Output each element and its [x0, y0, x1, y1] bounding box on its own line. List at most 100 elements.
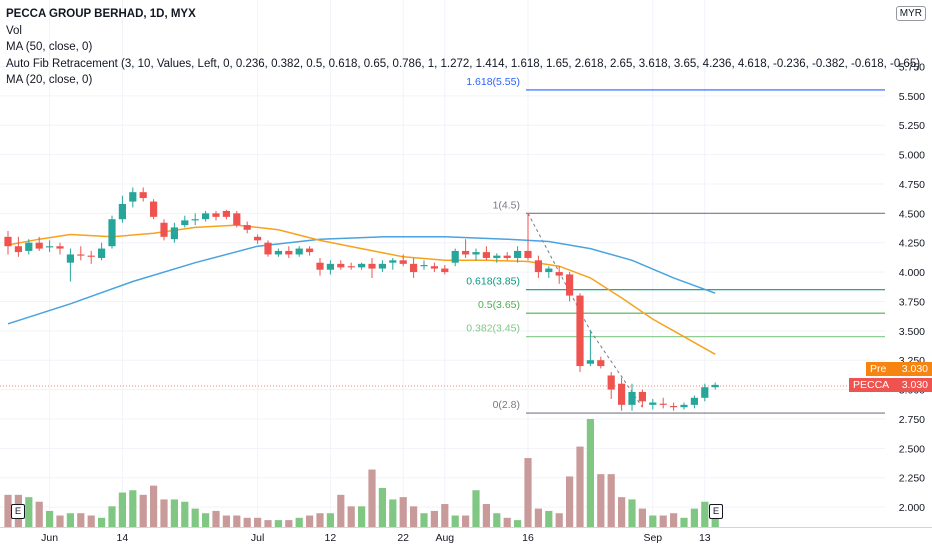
earnings-marker[interactable]: E: [11, 504, 25, 519]
candle-body: [295, 248, 303, 255]
volume-bar: [150, 485, 158, 527]
volume-bar: [56, 515, 64, 527]
candle-body: [118, 203, 126, 220]
candle-body: [358, 263, 366, 268]
volume-layer: [4, 419, 719, 527]
volume-bar: [482, 504, 490, 527]
volume-bar: [410, 506, 418, 527]
currency-badge[interactable]: MYR: [895, 6, 926, 21]
candle-body: [618, 383, 626, 405]
volume-bar: [680, 517, 688, 527]
fib-retracement-layer: 1(4.5) 0.618(3.85) 0.5(3.65) 0.382(3.45) 0(2…: [0, 76, 885, 414]
volume-bar: [701, 501, 709, 527]
time-tick-label: 14: [117, 532, 129, 544]
volume-bar: [503, 517, 511, 527]
price-tick-label: 4.750: [899, 179, 925, 191]
candle-body: [4, 236, 12, 247]
candle-body: [254, 236, 262, 241]
symbol-label: PECCA: [853, 379, 890, 391]
candle-body: [77, 254, 85, 256]
candle-body: [545, 268, 553, 273]
volume-bar: [191, 508, 199, 527]
fib-indicator-label[interactable]: Auto Fib Retracement (3, 10, Values, Lef…: [6, 57, 921, 70]
candle-body: [410, 263, 418, 273]
candle-body: [451, 250, 459, 263]
candle-body: [285, 250, 293, 255]
volume-bar: [129, 490, 137, 527]
volume-bar: [316, 513, 324, 527]
candle-body: [347, 266, 355, 268]
ma20-indicator-label[interactable]: MA (20, close, 0): [6, 74, 93, 86]
time-tick-label: 22: [397, 532, 409, 544]
fib-level-label: 0.618(3.85): [466, 276, 520, 288]
volume-bar: [659, 515, 667, 527]
price-tick-label: 2.500: [899, 443, 925, 455]
candle-body: [222, 210, 230, 217]
price-tick-label: 3.500: [899, 326, 925, 338]
candle-body: [482, 252, 490, 258]
candle-body: [66, 254, 74, 263]
volume-bar: [243, 517, 251, 527]
candle-body: [711, 384, 719, 388]
candle-body: [212, 213, 220, 217]
time-tick-label: Jun: [41, 532, 58, 544]
volume-bar: [347, 506, 355, 527]
fib-level-label: 0(2.8): [493, 399, 520, 411]
volume-bar: [139, 494, 147, 527]
volume-bar: [25, 497, 33, 527]
fib-level-label: 1.618(5.55): [466, 76, 520, 88]
volume-bar: [202, 513, 210, 527]
ma50-indicator-label[interactable]: MA (50, close, 0): [6, 41, 93, 53]
volume-bar: [295, 517, 303, 527]
volume-bar: [690, 508, 698, 527]
candle-body: [170, 227, 178, 240]
volume-bar: [4, 494, 12, 527]
candle-body: [25, 242, 33, 251]
volume-bar: [108, 506, 116, 527]
candle-body: [628, 391, 636, 405]
candle-body: [98, 248, 106, 258]
candle-body: [150, 201, 158, 217]
volume-bar: [77, 513, 85, 527]
fib-level-label: 0.382(3.45): [466, 323, 520, 335]
fib-level-label: 0.5(3.65): [478, 299, 520, 311]
pre-value: 3.030: [901, 363, 928, 375]
candle-body: [534, 260, 542, 273]
volume-bar: [545, 510, 553, 527]
volume-bar: [389, 499, 397, 527]
candle-body: [493, 255, 501, 258]
volume-bar: [493, 513, 501, 527]
fib-level-label: 1(4.5): [493, 199, 520, 211]
chart-legend: PECCA GROUP BERHAD, 1D, MYX Vol MA (50, …: [6, 6, 920, 89]
vol-indicator-label[interactable]: Vol: [6, 24, 22, 37]
volume-bar: [576, 446, 584, 527]
volume-bar: [46, 510, 54, 527]
candlestick-layer: [4, 187, 719, 411]
price-tick-label: 3.750: [899, 296, 925, 308]
candle-body: [430, 266, 438, 269]
candle-body: [56, 246, 64, 249]
volume-bar: [378, 487, 386, 527]
candle-body: [680, 404, 688, 408]
candle-body: [514, 250, 522, 258]
candle-body: [35, 242, 43, 249]
candle-body: [129, 192, 137, 202]
time-tick-label: Sep: [643, 532, 662, 544]
volume-bar: [170, 499, 178, 527]
candle-body: [191, 219, 199, 221]
candle-body: [87, 255, 95, 257]
volume-bar: [337, 494, 345, 527]
candle-body: [326, 263, 334, 270]
candle-body: [108, 219, 116, 247]
candle-body: [462, 250, 470, 255]
price-tick-label: 4.000: [899, 267, 925, 279]
volume-bar: [212, 510, 220, 527]
time-tick-label: 16: [522, 532, 534, 544]
volume-bar: [35, 501, 43, 527]
candle-body: [472, 252, 480, 255]
symbol-title[interactable]: PECCA GROUP BERHAD, 1D, MYX: [6, 8, 196, 20]
volume-bar: [670, 513, 678, 527]
grid-layer: [0, 0, 932, 528]
volume-bar: [534, 508, 542, 527]
earnings-marker[interactable]: E: [709, 504, 723, 519]
